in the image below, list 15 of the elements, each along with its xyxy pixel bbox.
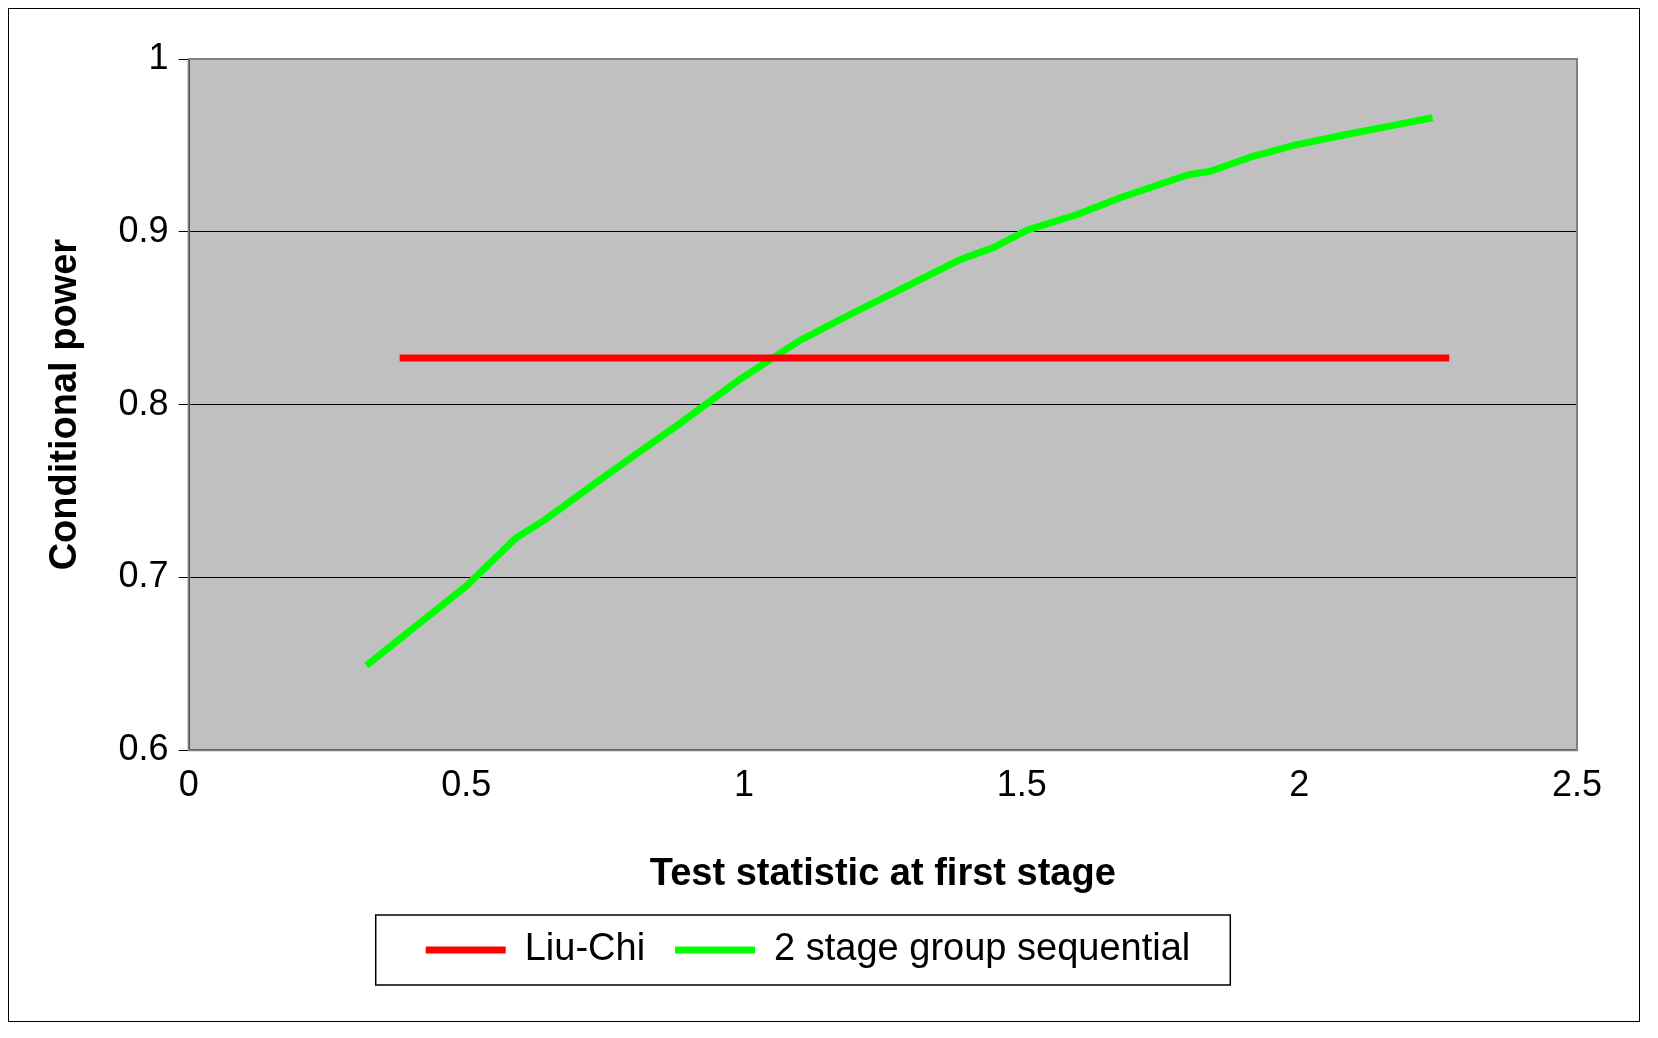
legend-label: 2 stage group sequential	[774, 926, 1191, 969]
x-tick-label: 2.5	[1551, 762, 1603, 804]
y-tick-label: 0.9	[118, 208, 169, 250]
y-tick-label: 0.8	[118, 381, 169, 423]
x-tick-label: 1	[733, 762, 754, 804]
legend-label: Liu-Chi	[524, 926, 646, 969]
y-tick-label: 0.6	[118, 727, 169, 769]
x-tick-label: 1.5	[996, 762, 1047, 804]
y-tick-label: 0.7	[118, 554, 169, 596]
y-tick-label: 1	[148, 35, 169, 77]
x-axis-title: Test statistic at first stage	[649, 850, 1116, 893]
x-tick-label: 0.5	[441, 762, 492, 804]
y-axis-title: Conditional power	[42, 238, 85, 571]
x-tick-label: 2	[1289, 762, 1310, 804]
x-tick-label: 0	[178, 762, 199, 804]
